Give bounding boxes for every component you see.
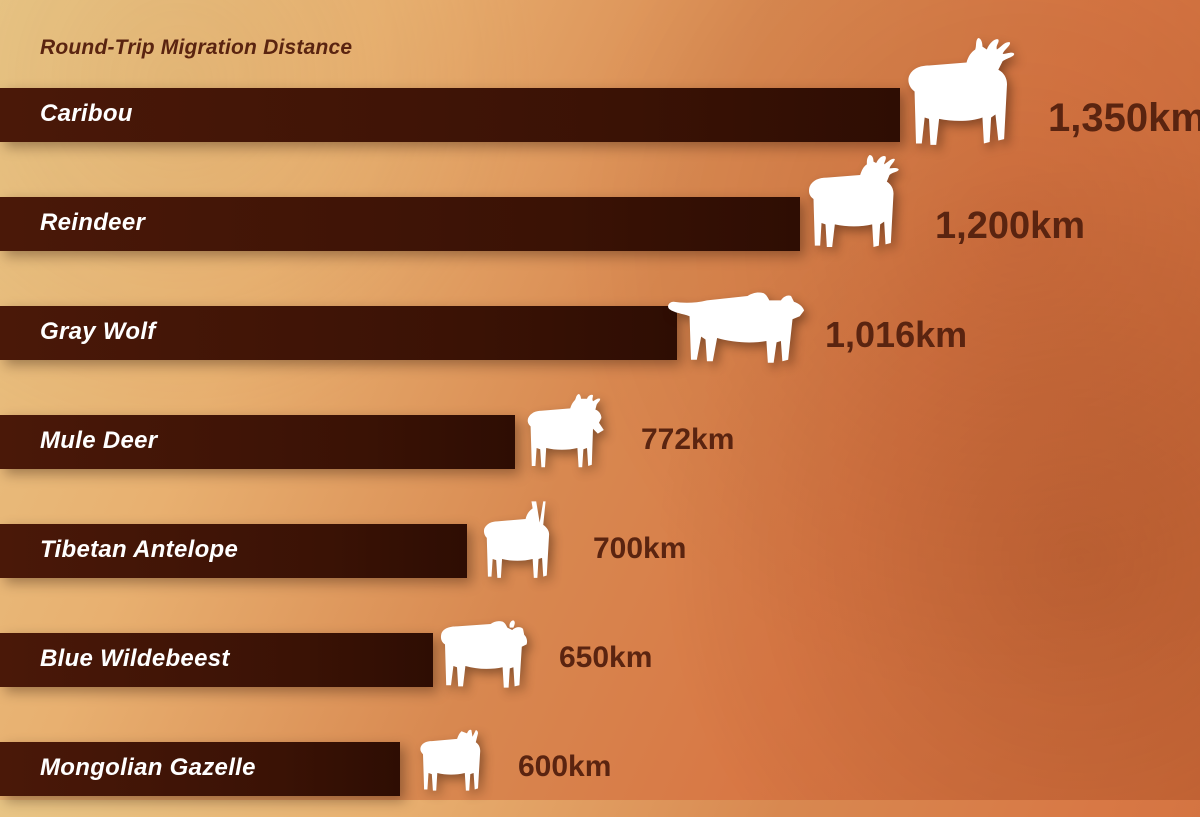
chart-row: Gray Wolf 1,016km	[0, 284, 1200, 380]
distance-value: 600km	[518, 750, 611, 784]
animal-label: Tibetan Antelope	[40, 536, 238, 564]
animal-silhouette-icon	[421, 613, 541, 708]
animal-label: Blue Wildebeest	[40, 645, 230, 673]
animal-silhouette-icon	[782, 155, 917, 275]
animal-silhouette-icon	[455, 499, 575, 599]
chart-row: Blue Wildebeest 650km	[0, 611, 1200, 707]
chart-row: Mongolian Gazelle 600km	[0, 720, 1200, 816]
chart-row: Reindeer 1,200km	[0, 175, 1200, 271]
bar	[0, 88, 900, 142]
migration-chart: Round-Trip Migration Distance Caribou1,3…	[0, 0, 1200, 816]
animal-silhouette-icon	[662, 288, 807, 383]
animal-label: Mongolian Gazelle	[40, 754, 256, 782]
animal-label: Mule Deer	[40, 427, 157, 455]
distance-value: 1,200km	[935, 205, 1085, 248]
distance-value: 1,016km	[825, 314, 967, 356]
animal-label: Caribou	[40, 100, 133, 128]
distance-value: 772km	[641, 423, 734, 457]
distance-value: 650km	[559, 641, 652, 675]
chart-row: Caribou 1,350km	[0, 66, 1200, 162]
chart-row: Tibetan Antelope 700km	[0, 502, 1200, 598]
distance-value: 1,350km	[1048, 96, 1200, 141]
animal-silhouette-icon	[880, 38, 1030, 168]
animal-label: Reindeer	[40, 209, 145, 237]
animal-silhouette-icon	[390, 722, 500, 817]
animal-silhouette-icon	[503, 390, 623, 490]
distance-value: 700km	[593, 532, 686, 566]
animal-label: Gray Wolf	[40, 318, 156, 346]
chart-row: Mule Deer 772km	[0, 393, 1200, 489]
